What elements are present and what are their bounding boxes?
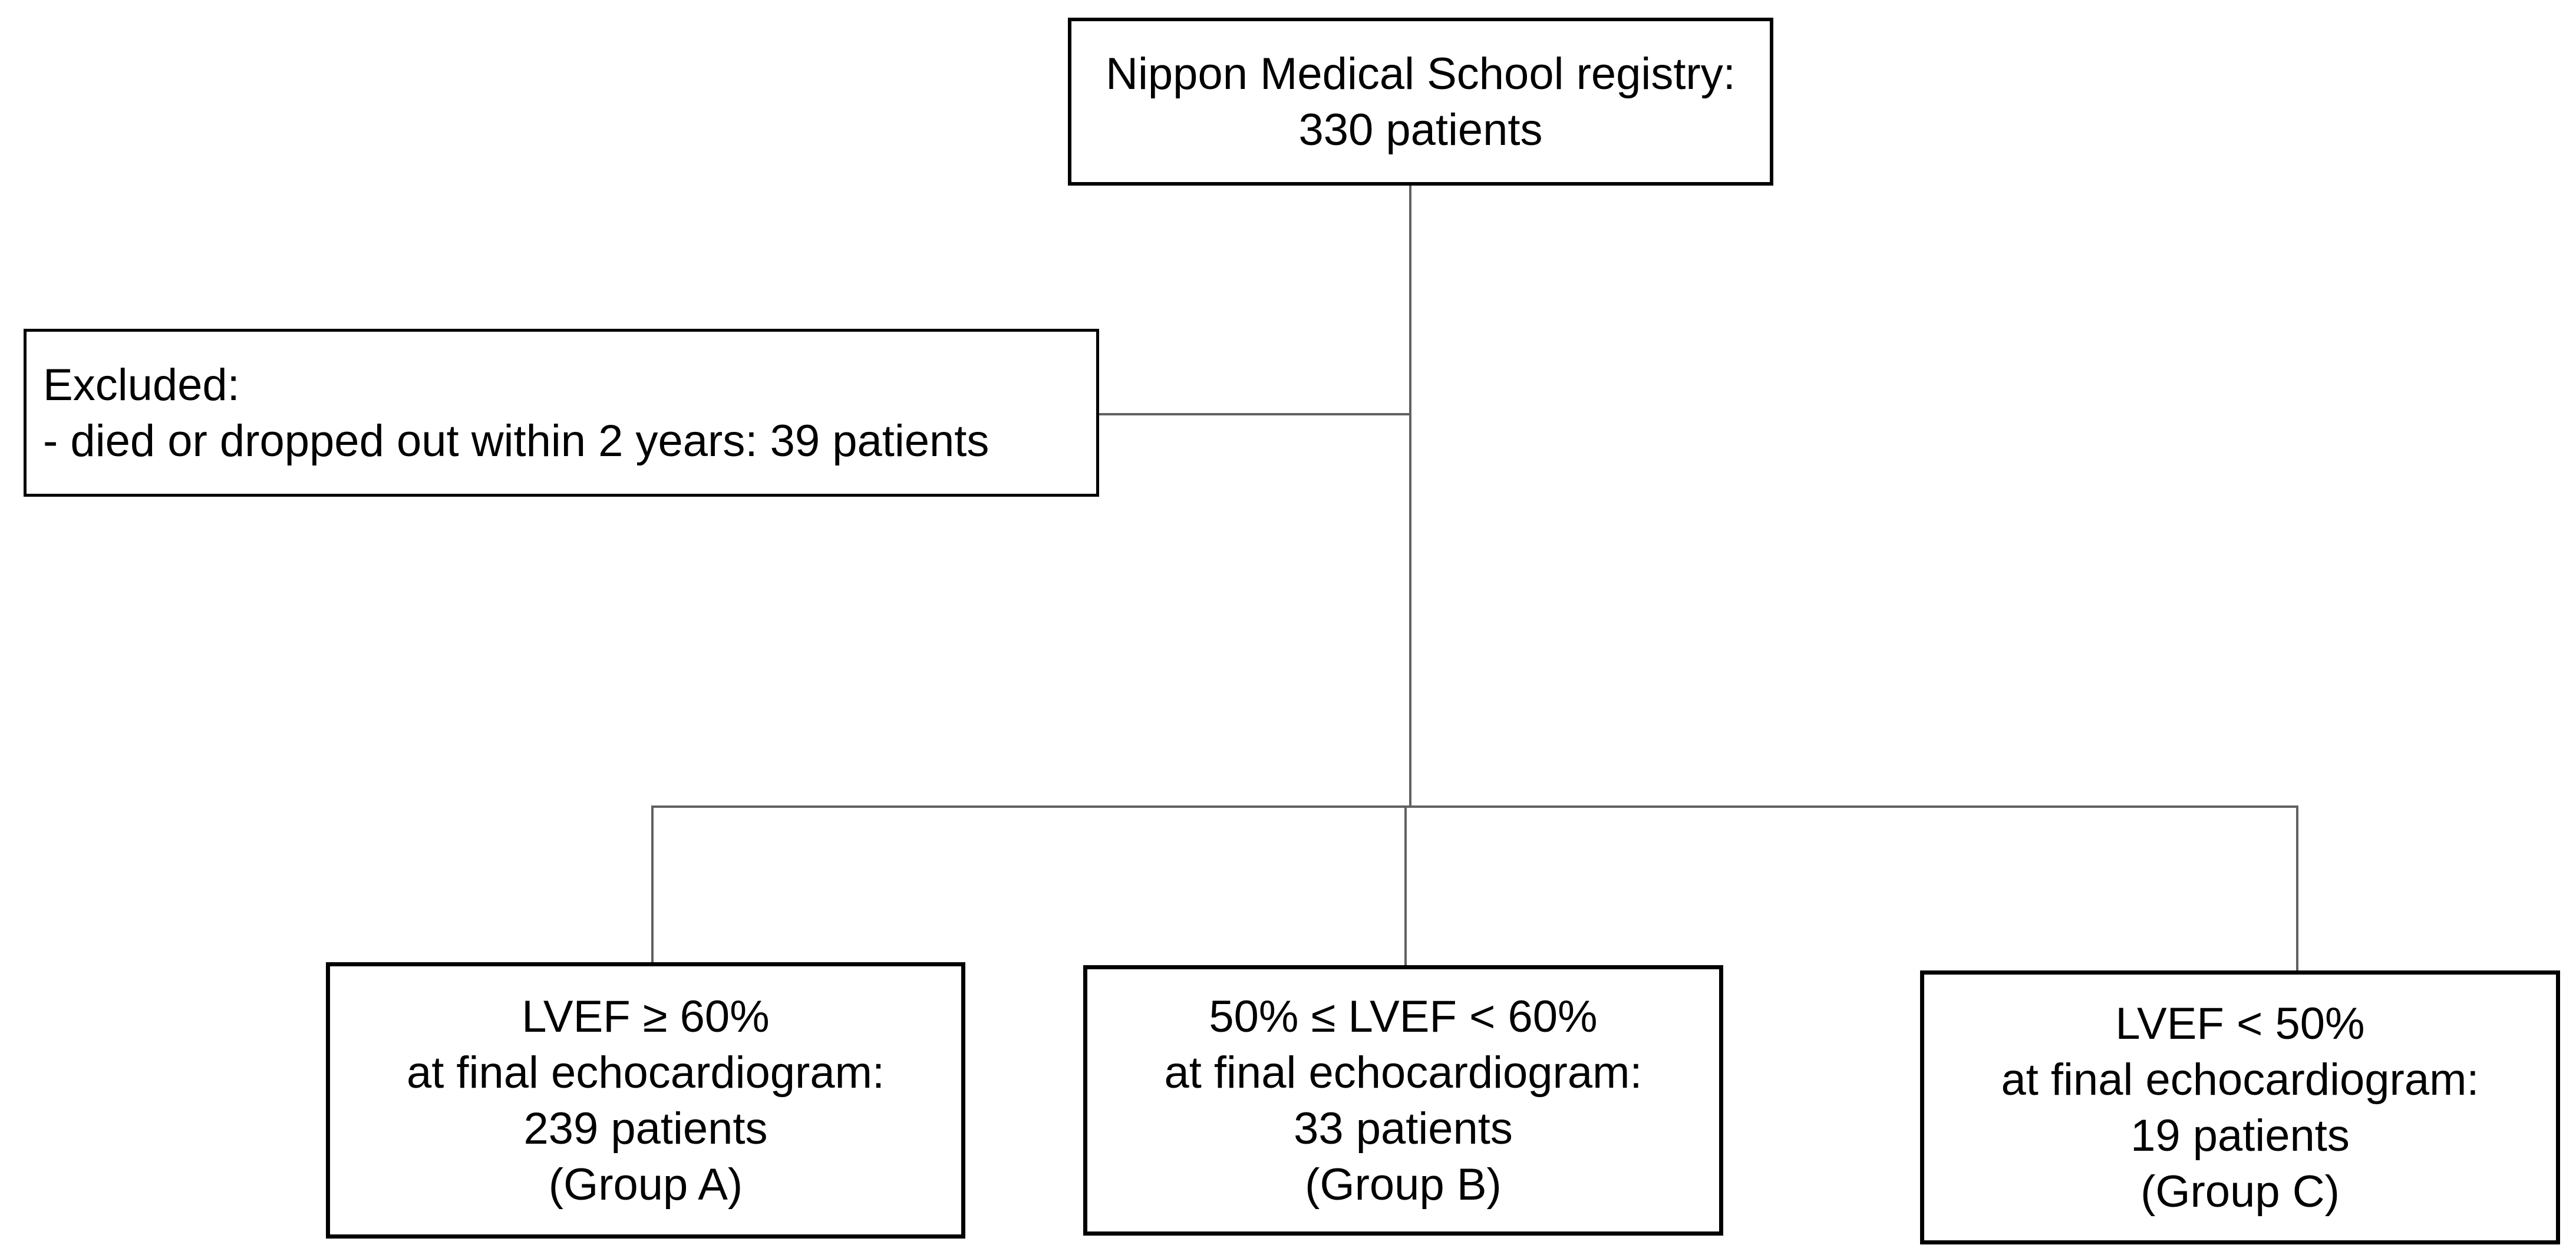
group-c-timing: at final echocardiogram: [2001,1054,2479,1105]
group-c-criterion: LVEF < 50% [2115,998,2365,1049]
registry-box-line: Nippon Medical School registry: [1106,48,1736,99]
group-a-timing: at final echocardiogram: [406,1047,885,1098]
group-c-count: 19 patients [2130,1110,2350,1161]
registry-box: Nippon Medical School registry: 330 pati… [1068,18,1773,186]
group-b-label: (Group B) [1305,1159,1502,1210]
group-a-box: LVEF ≥ 60% at final echocardiogram: 239 … [326,962,965,1239]
connector-excluded-to-main [1099,413,1411,415]
group-b-timing: at final echocardiogram: [1164,1047,1642,1098]
group-b-box: 50% ≤ LVEF < 60% at final echocardiogram… [1083,965,1723,1236]
excluded-box-heading: Excluded: [43,359,240,410]
group-a-criterion: LVEF ≥ 60% [522,991,770,1042]
connector-branch-horizontal [651,805,2298,808]
connector-registry-to-branch [1409,186,1411,807]
group-c-box: LVEF < 50% at final echocardiogram: 19 p… [1920,970,2560,1244]
excluded-box-reason: - died or dropped out within 2 years: 39… [43,415,989,466]
group-c-label: (Group C) [2140,1166,2340,1217]
group-b-criterion: 50% ≤ LVEF < 60% [1209,991,1598,1042]
excluded-box: Excluded: - died or dropped out within 2… [24,329,1099,497]
connector-branch-to-group-b [1404,805,1407,965]
group-b-count: 33 patients [1294,1103,1513,1154]
group-a-count: 239 patients [523,1103,768,1154]
connector-branch-to-group-a [651,805,654,962]
connector-branch-to-group-c [2296,805,2298,970]
registry-box-count: 330 patients [1298,104,1543,155]
group-a-label: (Group A) [548,1159,743,1210]
